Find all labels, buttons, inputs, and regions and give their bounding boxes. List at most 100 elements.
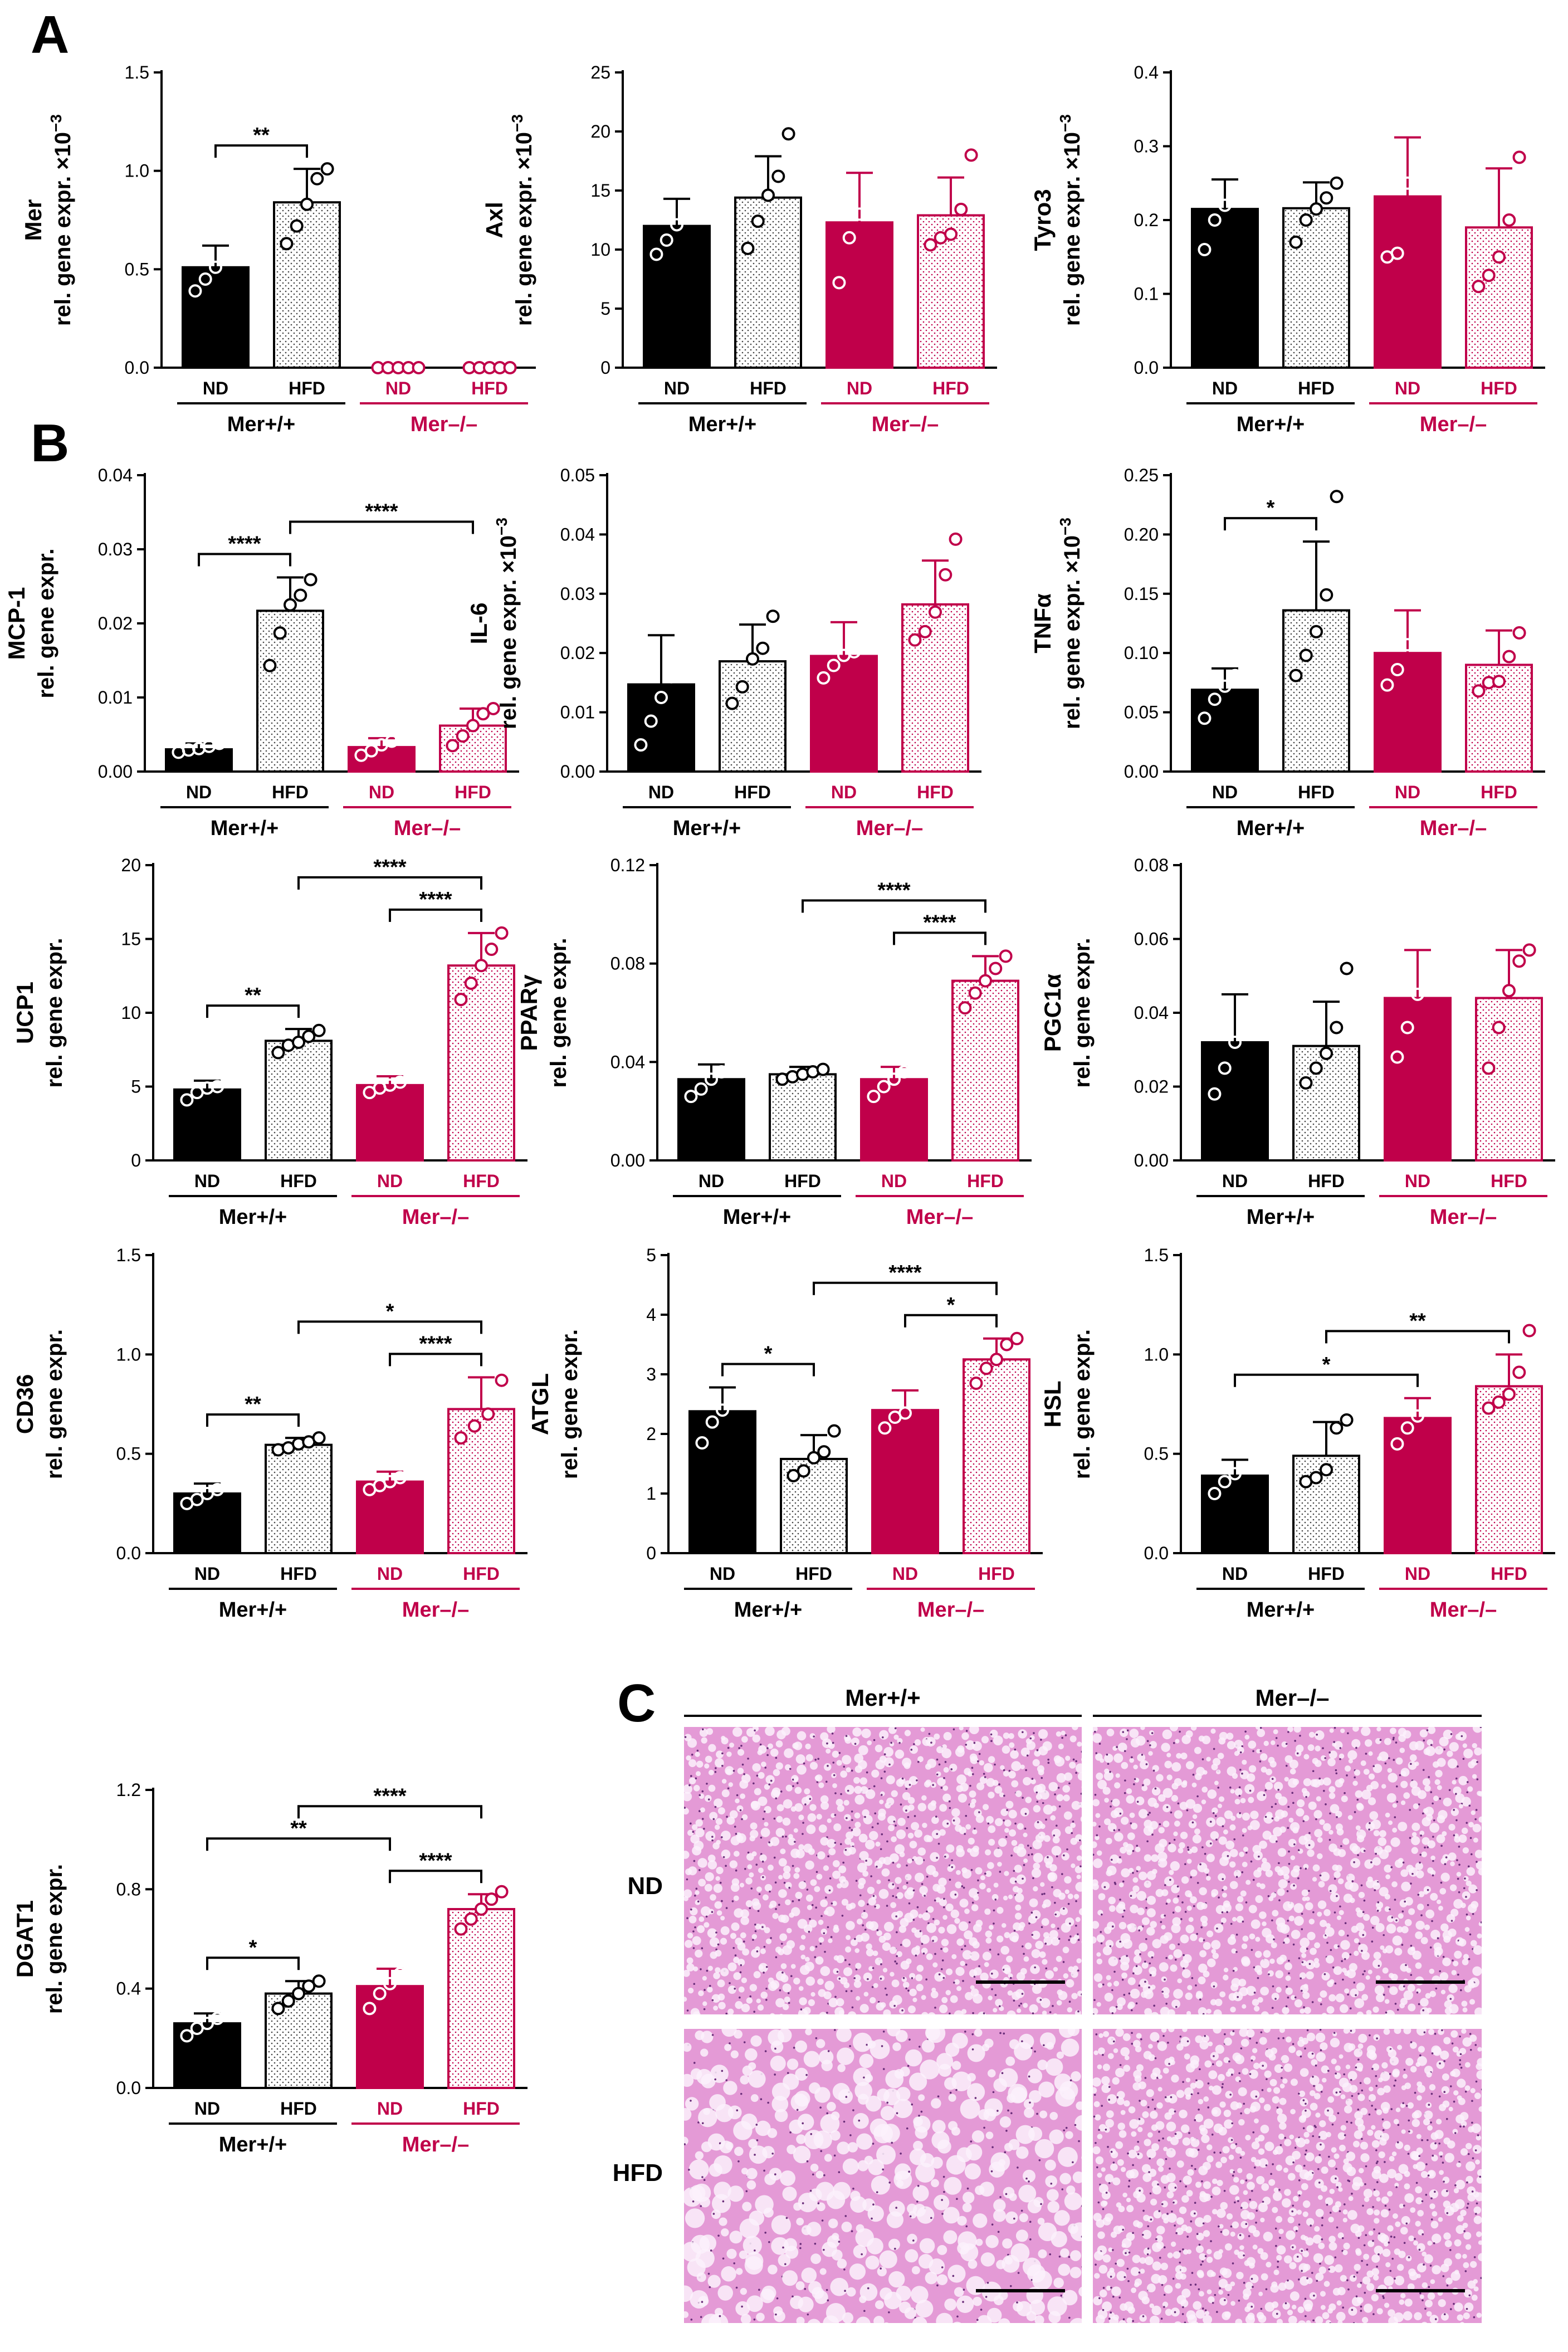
fat-vacuole [782, 1817, 791, 1826]
fat-vacuole [817, 1851, 825, 1860]
fat-vacuole [1404, 2144, 1410, 2151]
fat-vacuole [1460, 2120, 1467, 2127]
nucleus [721, 2070, 724, 2072]
fat-vacuole [751, 1934, 758, 1940]
fat-vacuole [1038, 1769, 1044, 1775]
fat-vacuole [1454, 1950, 1462, 1959]
fat-vacuole [917, 1803, 926, 1812]
fat-vacuole [1450, 1808, 1459, 1816]
fat-vacuole [1345, 2099, 1353, 2106]
nucleus [1145, 1938, 1147, 1940]
x-category-label: HFD [463, 1564, 500, 1584]
bar [810, 655, 878, 773]
nucleus [1394, 2003, 1397, 2005]
nucleus [906, 1864, 908, 1867]
nucleus [1025, 1769, 1027, 1772]
nucleus [1390, 1866, 1393, 1868]
data-point [969, 1377, 983, 1390]
x-group-label-wt: Mer+/+ [219, 1206, 287, 1229]
fat-vacuole [1474, 2092, 1481, 2100]
fat-vacuole [856, 2133, 873, 2150]
nucleus [1075, 1760, 1077, 1763]
nucleus [1346, 2121, 1349, 2123]
nucleus [764, 2231, 767, 2234]
nucleus [1300, 1867, 1302, 1870]
significance-label: * [386, 1300, 394, 1323]
nucleus [1047, 1758, 1049, 1761]
fat-vacuole [721, 2228, 729, 2237]
fat-vacuole [926, 1736, 936, 1747]
fat-vacuole [842, 2312, 854, 2323]
nucleus [1063, 2129, 1065, 2131]
nucleus [1353, 1861, 1355, 1863]
fat-vacuole [1031, 1949, 1041, 1958]
data-point [271, 2002, 285, 2016]
nucleus [1221, 1922, 1224, 1925]
fat-vacuole [936, 2312, 953, 2323]
fat-vacuole [878, 1975, 885, 1981]
nucleus [951, 1859, 953, 1862]
nucleus [1003, 2032, 1005, 2035]
nucleus [1394, 1816, 1396, 1818]
fat-vacuole [1067, 2029, 1079, 2036]
data-point [1289, 668, 1303, 682]
fat-vacuole [919, 2238, 935, 2254]
nucleus [940, 1968, 943, 1970]
bar [1201, 1041, 1269, 1162]
fat-vacuole [768, 2265, 778, 2275]
fat-vacuole [713, 1883, 722, 1893]
nucleus [820, 2150, 823, 2153]
fat-vacuole [911, 1946, 920, 1956]
fat-vacuole [1026, 1741, 1036, 1750]
fat-vacuole [1452, 2046, 1459, 2053]
nucleus [1354, 1811, 1356, 1813]
fat-vacuole [687, 1738, 697, 1748]
nucleus [1144, 1960, 1146, 1963]
nucleus [1053, 1834, 1056, 1837]
data-point [229, 229, 243, 243]
fat-vacuole [1078, 1908, 1082, 1916]
fat-vacuole [790, 1964, 796, 1969]
nucleus [1312, 2135, 1315, 2138]
fat-vacuole [1301, 2037, 1309, 2045]
nucleus [834, 1792, 837, 1794]
fat-vacuole [1018, 1925, 1024, 1931]
bar [273, 201, 341, 369]
fat-vacuole [1301, 1889, 1309, 1897]
nucleus [758, 2288, 760, 2291]
nucleus [1196, 1882, 1199, 1884]
fat-vacuole [1460, 2148, 1468, 2156]
histology-image-wt-nd [684, 1727, 1082, 2014]
nucleus [914, 1815, 916, 1817]
fat-vacuole [1232, 1773, 1238, 1779]
fat-vacuole [1130, 1904, 1139, 1914]
data-point [842, 231, 856, 245]
nucleus [1047, 1856, 1049, 1858]
fat-vacuole [951, 1817, 961, 1826]
data-point [320, 162, 334, 176]
fat-vacuole [778, 1858, 787, 1867]
fat-vacuole [1290, 1883, 1297, 1890]
nucleus [710, 2249, 712, 2252]
nucleus [1303, 2006, 1305, 2008]
nucleus [1468, 1804, 1471, 1807]
fat-vacuole [867, 1740, 872, 1745]
fat-vacuole [948, 2094, 956, 2102]
fat-vacuole [1315, 2156, 1322, 2164]
fat-vacuole [1467, 1786, 1473, 1792]
fat-vacuole [1218, 2126, 1227, 2136]
nucleus [1168, 2015, 1170, 2017]
nucleus [1469, 2048, 1472, 2051]
nucleus [725, 2012, 728, 2014]
nucleus [1222, 2083, 1224, 2085]
nucleus [1339, 1747, 1342, 1749]
fat-vacuole [715, 1818, 723, 1825]
fat-vacuole [841, 2221, 852, 2232]
data-point [1299, 213, 1313, 227]
fat-vacuole [967, 2044, 985, 2062]
x-category-label: ND [1222, 1171, 1248, 1191]
fat-vacuole [949, 1763, 958, 1772]
fat-vacuole [904, 2307, 917, 2319]
nucleus [690, 2319, 693, 2321]
